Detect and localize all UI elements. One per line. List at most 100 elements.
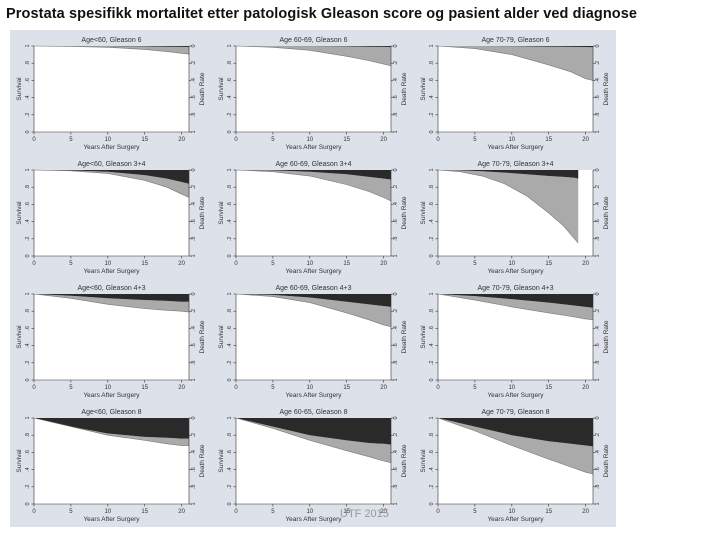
- x-tick-label: 20: [178, 385, 185, 391]
- x-tick-label: 0: [234, 385, 238, 391]
- y2-tick-label: 1: [191, 502, 197, 505]
- y-axis-label: Survival: [218, 201, 225, 225]
- y-tick-label: .8: [25, 309, 31, 314]
- y-tick-label: 1: [429, 416, 435, 419]
- y-tick-label: .4: [429, 343, 435, 348]
- y2-axis-label: Death Rate: [603, 196, 610, 229]
- y-tick-label: .4: [429, 467, 435, 472]
- x-tick-label: 20: [582, 385, 589, 391]
- y2-axis-label: Death Rate: [401, 320, 408, 353]
- y2-tick-label: 0: [595, 168, 601, 171]
- y-axis-label: Survival: [218, 449, 225, 473]
- chart-title: Age 60-69, Gleason 3+4: [275, 161, 351, 168]
- x-tick-label: 20: [178, 137, 185, 143]
- survival-band-area: [34, 170, 189, 198]
- survival-band-area: [438, 170, 579, 244]
- y2-axis-label: Death Rate: [199, 72, 206, 105]
- y2-tick-label: 0: [191, 168, 197, 171]
- y2-tick-label: .6: [191, 343, 197, 348]
- y-tick-label: 0: [429, 130, 435, 133]
- y-tick-label: 0: [429, 502, 435, 505]
- y2-tick-label: 1: [191, 378, 197, 381]
- y2-tick-label: 0: [595, 292, 601, 295]
- survival-curve-line: [33, 45, 190, 55]
- y2-tick-label: .6: [595, 343, 601, 348]
- survival-band-area: [34, 418, 189, 446]
- chart-title: Age 70-79, Gleason 4+3: [477, 285, 553, 292]
- x-tick-label: 15: [343, 385, 350, 391]
- y-tick-label: .6: [227, 450, 233, 455]
- y2-tick-label: .2: [595, 185, 601, 190]
- death-rate-area: [438, 418, 593, 447]
- x-tick-label: 5: [473, 137, 477, 143]
- death-rate-area: [34, 418, 189, 439]
- y-tick-label: .6: [25, 78, 31, 83]
- chart-title: Age 60-69, Gleason 4+3: [275, 285, 351, 292]
- x-tick-label: 0: [436, 137, 440, 143]
- x-tick-label: 20: [380, 261, 387, 267]
- death-rate-area: [236, 46, 391, 48]
- death-rate-area: [34, 170, 189, 184]
- x-tick-label: 10: [306, 385, 313, 391]
- x-tick-label: 0: [32, 509, 36, 515]
- y-tick-label: .6: [227, 326, 233, 331]
- y2-tick-label: .4: [393, 78, 399, 83]
- y2-tick-label: .2: [393, 185, 399, 190]
- y2-axis-label: Death Rate: [603, 72, 610, 105]
- y2-tick-label: .4: [393, 202, 399, 207]
- y-tick-label: .4: [429, 219, 435, 224]
- x-tick-label: 0: [234, 261, 238, 267]
- death-rate-area: [236, 170, 391, 180]
- y2-tick-label: 1: [595, 254, 601, 257]
- chart-panel: Age 70-79, Gleason 8 0 5 10 15 20 Years After …: [414, 402, 616, 527]
- y-tick-label: .4: [25, 467, 31, 472]
- x-tick-label: 0: [436, 509, 440, 515]
- death-rate-area: [236, 294, 391, 307]
- x-tick-label: 20: [178, 509, 185, 515]
- y2-tick-label: .8: [393, 485, 399, 490]
- x-tick-label: 20: [380, 509, 387, 515]
- x-axis-label: Years After Surgery: [83, 268, 140, 275]
- x-tick-label: 0: [436, 261, 440, 267]
- y2-tick-label: .4: [595, 202, 601, 207]
- y-tick-label: 0: [429, 254, 435, 257]
- y2-tick-label: 0: [191, 292, 197, 295]
- x-axis-label: Years After Surgery: [285, 268, 342, 275]
- chart-panel: Age 70-79, Gleason 3+4 0 5 10 15 20 Years Afte…: [414, 154, 616, 279]
- chart-panel: Age<60, Gleason 4+3 0 5 10 15 20 Years After S…: [10, 278, 212, 403]
- x-tick-label: 5: [271, 261, 275, 267]
- survival-band-area: [236, 170, 391, 201]
- plot-area: [236, 46, 391, 132]
- death-rate-area: [438, 170, 579, 179]
- y-axis-label: Survival: [16, 77, 23, 101]
- y2-tick-label: .4: [595, 326, 601, 331]
- y2-tick-label: .8: [393, 113, 399, 118]
- y2-tick-label: .6: [393, 467, 399, 472]
- y2-tick-label: .6: [595, 467, 601, 472]
- x-axis-label: Years After Surgery: [487, 516, 544, 523]
- x-tick-label: 0: [436, 385, 440, 391]
- y2-tick-label: .4: [595, 450, 601, 455]
- y2-tick-label: .6: [393, 219, 399, 224]
- y-tick-label: .8: [25, 61, 31, 66]
- x-tick-label: 10: [306, 261, 313, 267]
- x-tick-label: 0: [32, 137, 36, 143]
- y-tick-label: .6: [429, 78, 435, 83]
- y-tick-label: 0: [25, 502, 31, 505]
- y-tick-label: 0: [429, 378, 435, 381]
- y-tick-label: 0: [227, 254, 233, 257]
- x-tick-label: 15: [343, 137, 350, 143]
- x-axis-label: Years After Surgery: [285, 144, 342, 151]
- survival-curve-line: [235, 417, 392, 464]
- survival-curve-line: [33, 169, 190, 198]
- survival-curve-line: [437, 293, 594, 321]
- y-tick-label: 1: [25, 292, 31, 295]
- y-tick-label: .4: [25, 95, 31, 100]
- x-tick-label: 20: [582, 137, 589, 143]
- x-tick-label: 20: [582, 509, 589, 515]
- chart-panel: Age<60, Gleason 6 0 5 10 15 20 Years After Sur…: [10, 30, 212, 155]
